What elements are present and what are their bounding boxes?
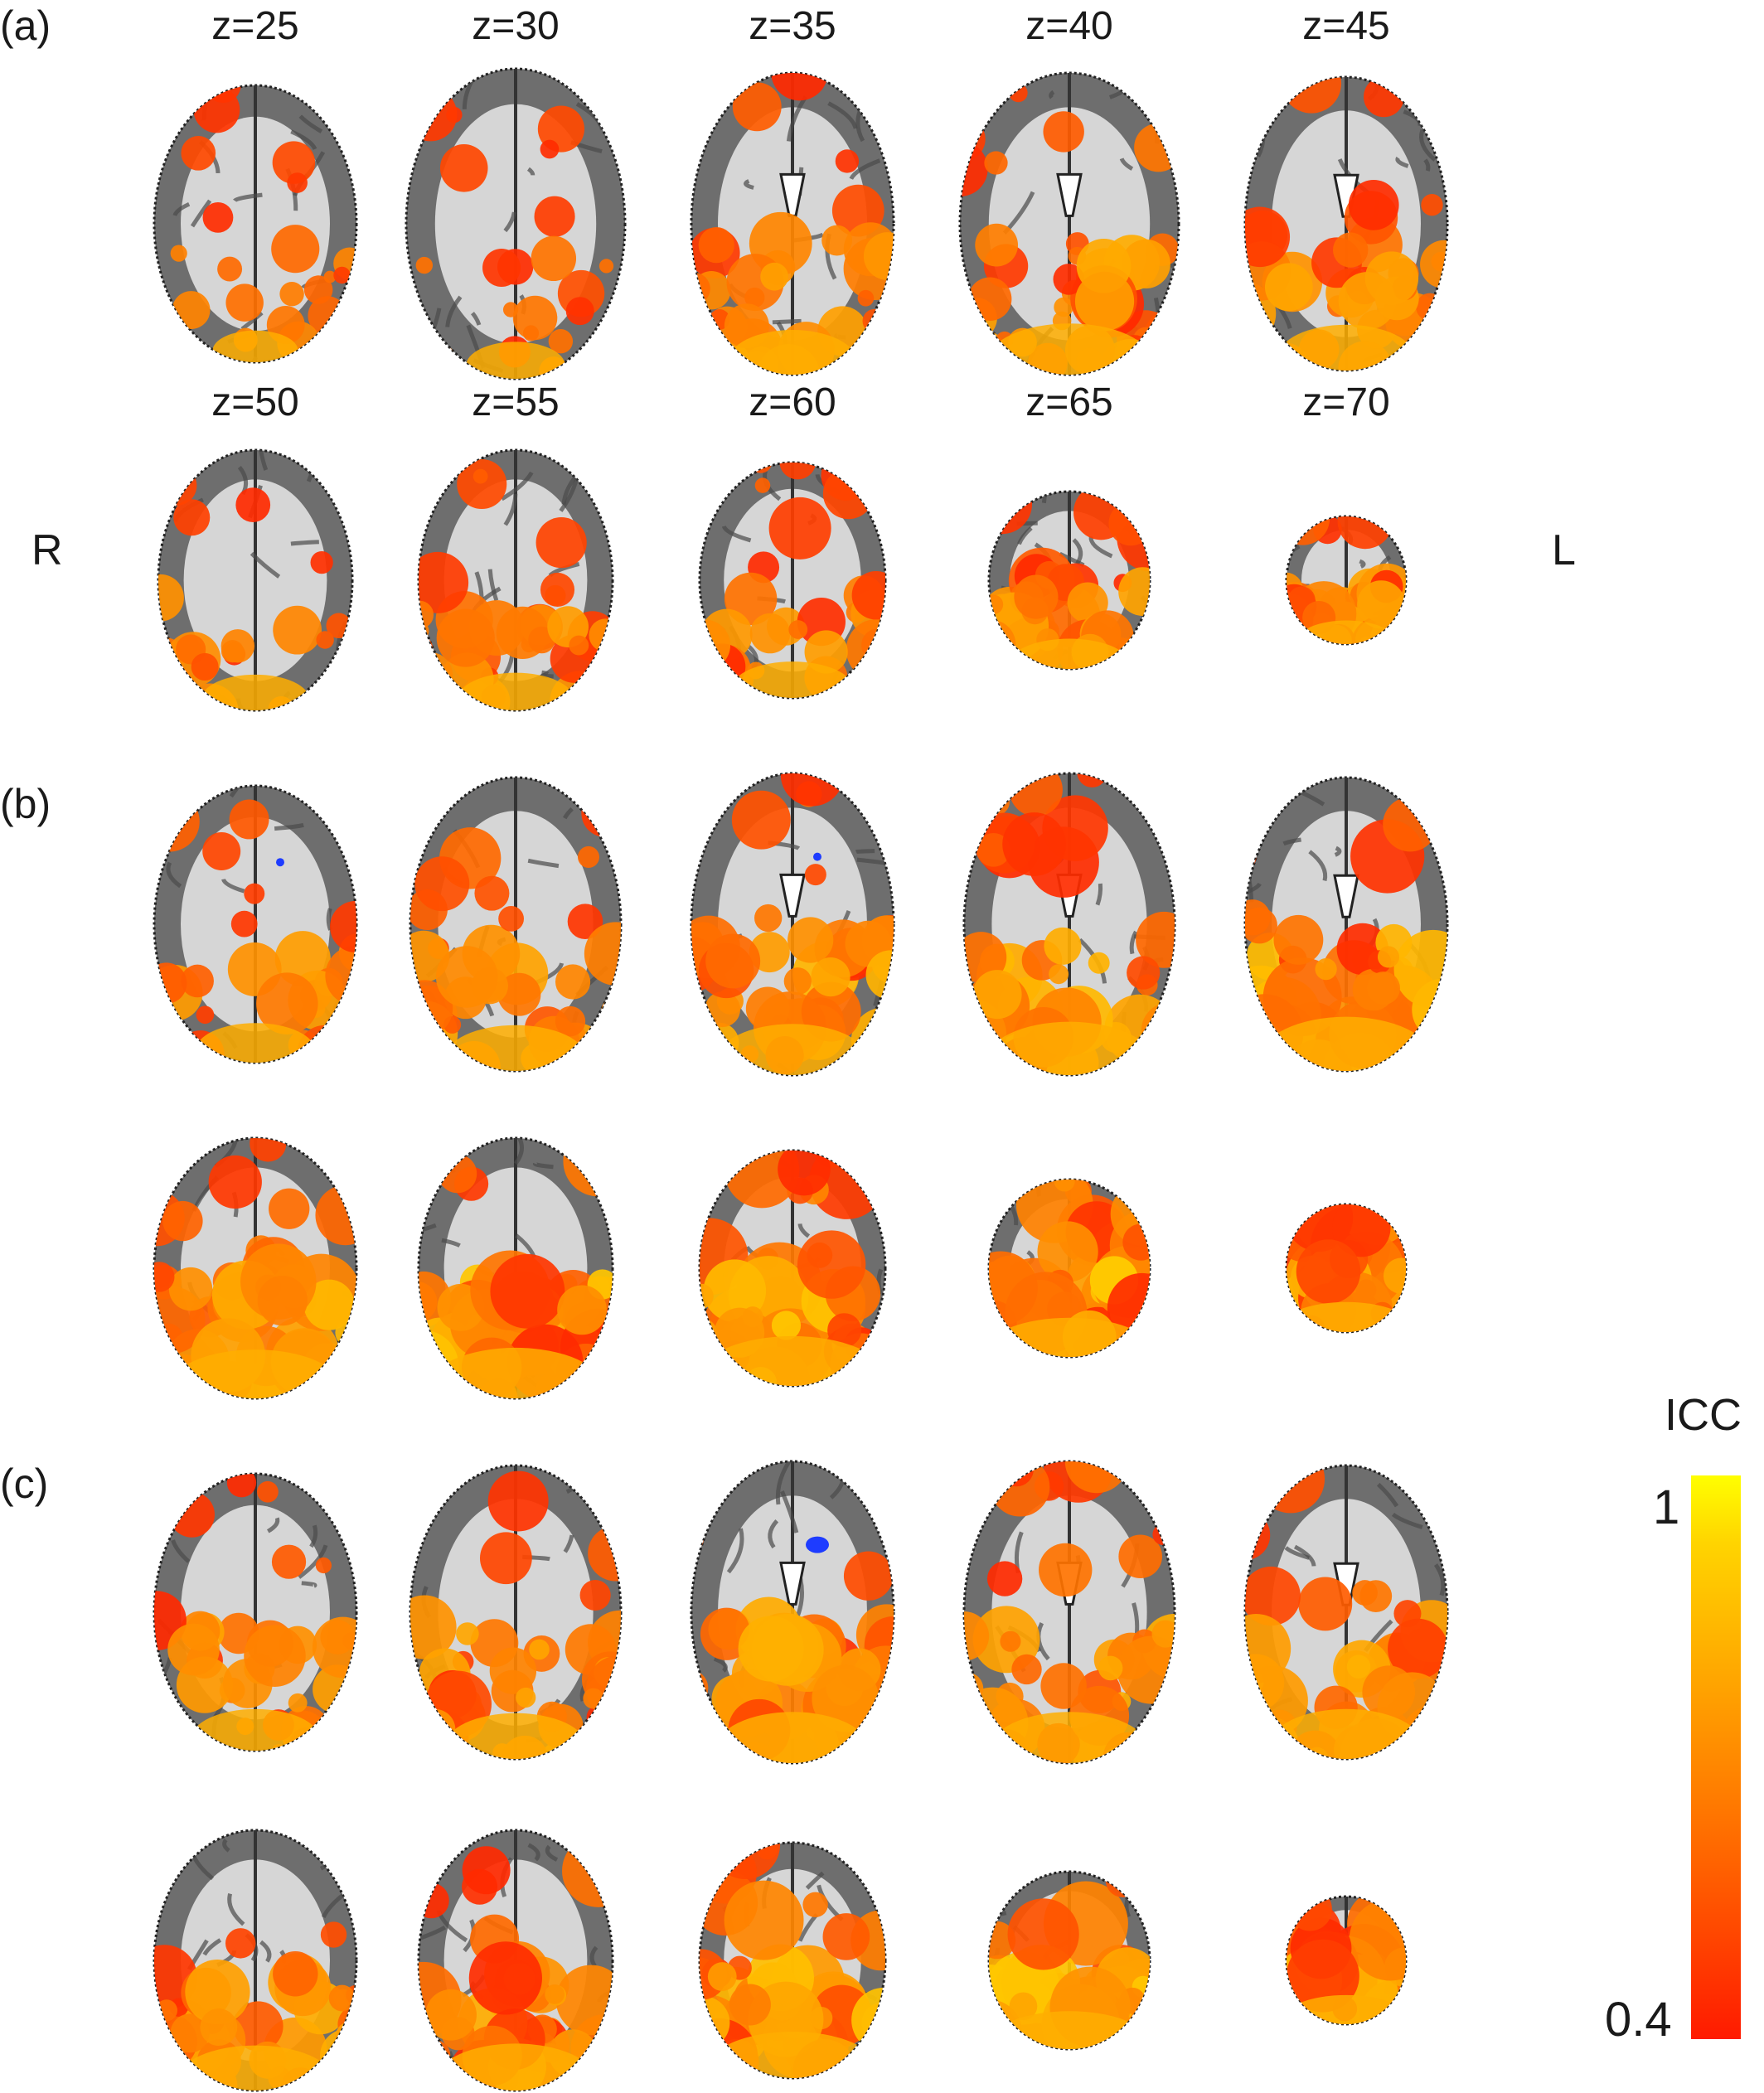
- panel-label-c: (c): [0, 1461, 49, 1507]
- z-label-60: z=60: [749, 380, 836, 424]
- z-label-55: z=55: [472, 380, 560, 424]
- brain-slice-icon: [689, 1459, 896, 1766]
- colorbar-max-label: 1: [1653, 1480, 1680, 1534]
- brain-slice-icon: [986, 1869, 1152, 2052]
- brain-slice-icon: [416, 1828, 615, 2093]
- z-label-40: z=40: [1025, 4, 1113, 48]
- colorbar: [1691, 1475, 1741, 2039]
- brain-slice-icon: [416, 448, 615, 713]
- z-label-50: z=50: [211, 380, 299, 424]
- brain-slice-icon: [1284, 1202, 1408, 1335]
- brain-slice-icon: [1243, 775, 1450, 1073]
- z-label-70: z=70: [1302, 380, 1390, 424]
- panel-label-b: (b): [0, 781, 51, 827]
- brain-slice-icon: [697, 1840, 888, 2081]
- brain-slice-icon: [957, 70, 1181, 377]
- left-hemisphere-label: L: [1552, 526, 1576, 574]
- brain-slice-icon: [1284, 1894, 1408, 2027]
- brain-slice-icon: [697, 1148, 888, 1388]
- z-label-30: z=30: [472, 4, 560, 48]
- z-label-65: z=65: [1025, 380, 1113, 424]
- z-label-35: z=35: [749, 4, 836, 48]
- brain-slice-icon: [689, 771, 896, 1078]
- brain-slice-icon: [404, 66, 628, 381]
- brain-slice-icon: [986, 489, 1152, 671]
- brain-slice-icon: [986, 1177, 1152, 1359]
- z-label-25: z=25: [211, 4, 299, 48]
- brain-slice-icon: [152, 1828, 359, 2093]
- brain-slice-icon: [962, 771, 1177, 1078]
- brain-slice-icon: [156, 448, 355, 713]
- brain-slice-icon: [152, 1136, 359, 1401]
- z-label-45: z=45: [1302, 4, 1390, 48]
- brain-slice-icon: [1243, 75, 1450, 373]
- panel-label-a: (a): [0, 2, 51, 49]
- brain-slice-icon: [416, 1136, 615, 1401]
- brain-slice-icon: [962, 1459, 1177, 1766]
- right-hemisphere-label: R: [32, 526, 63, 574]
- colorbar-min-label: 0.4: [1605, 1993, 1672, 2047]
- colorbar-title: ICC: [1665, 1390, 1742, 1440]
- brain-slice-icon: [697, 460, 888, 700]
- brain-slice-icon: [408, 1463, 623, 1761]
- brain-slice-icon: [1243, 1463, 1450, 1761]
- brain-slice-icon: [152, 783, 359, 1065]
- brain-slice-icon: [152, 1471, 359, 1753]
- brain-slice-icon: [1284, 514, 1408, 647]
- brain-slice-icon: [152, 83, 359, 365]
- brain-slice-icon: [408, 775, 623, 1073]
- brain-slice-icon: [689, 70, 896, 377]
